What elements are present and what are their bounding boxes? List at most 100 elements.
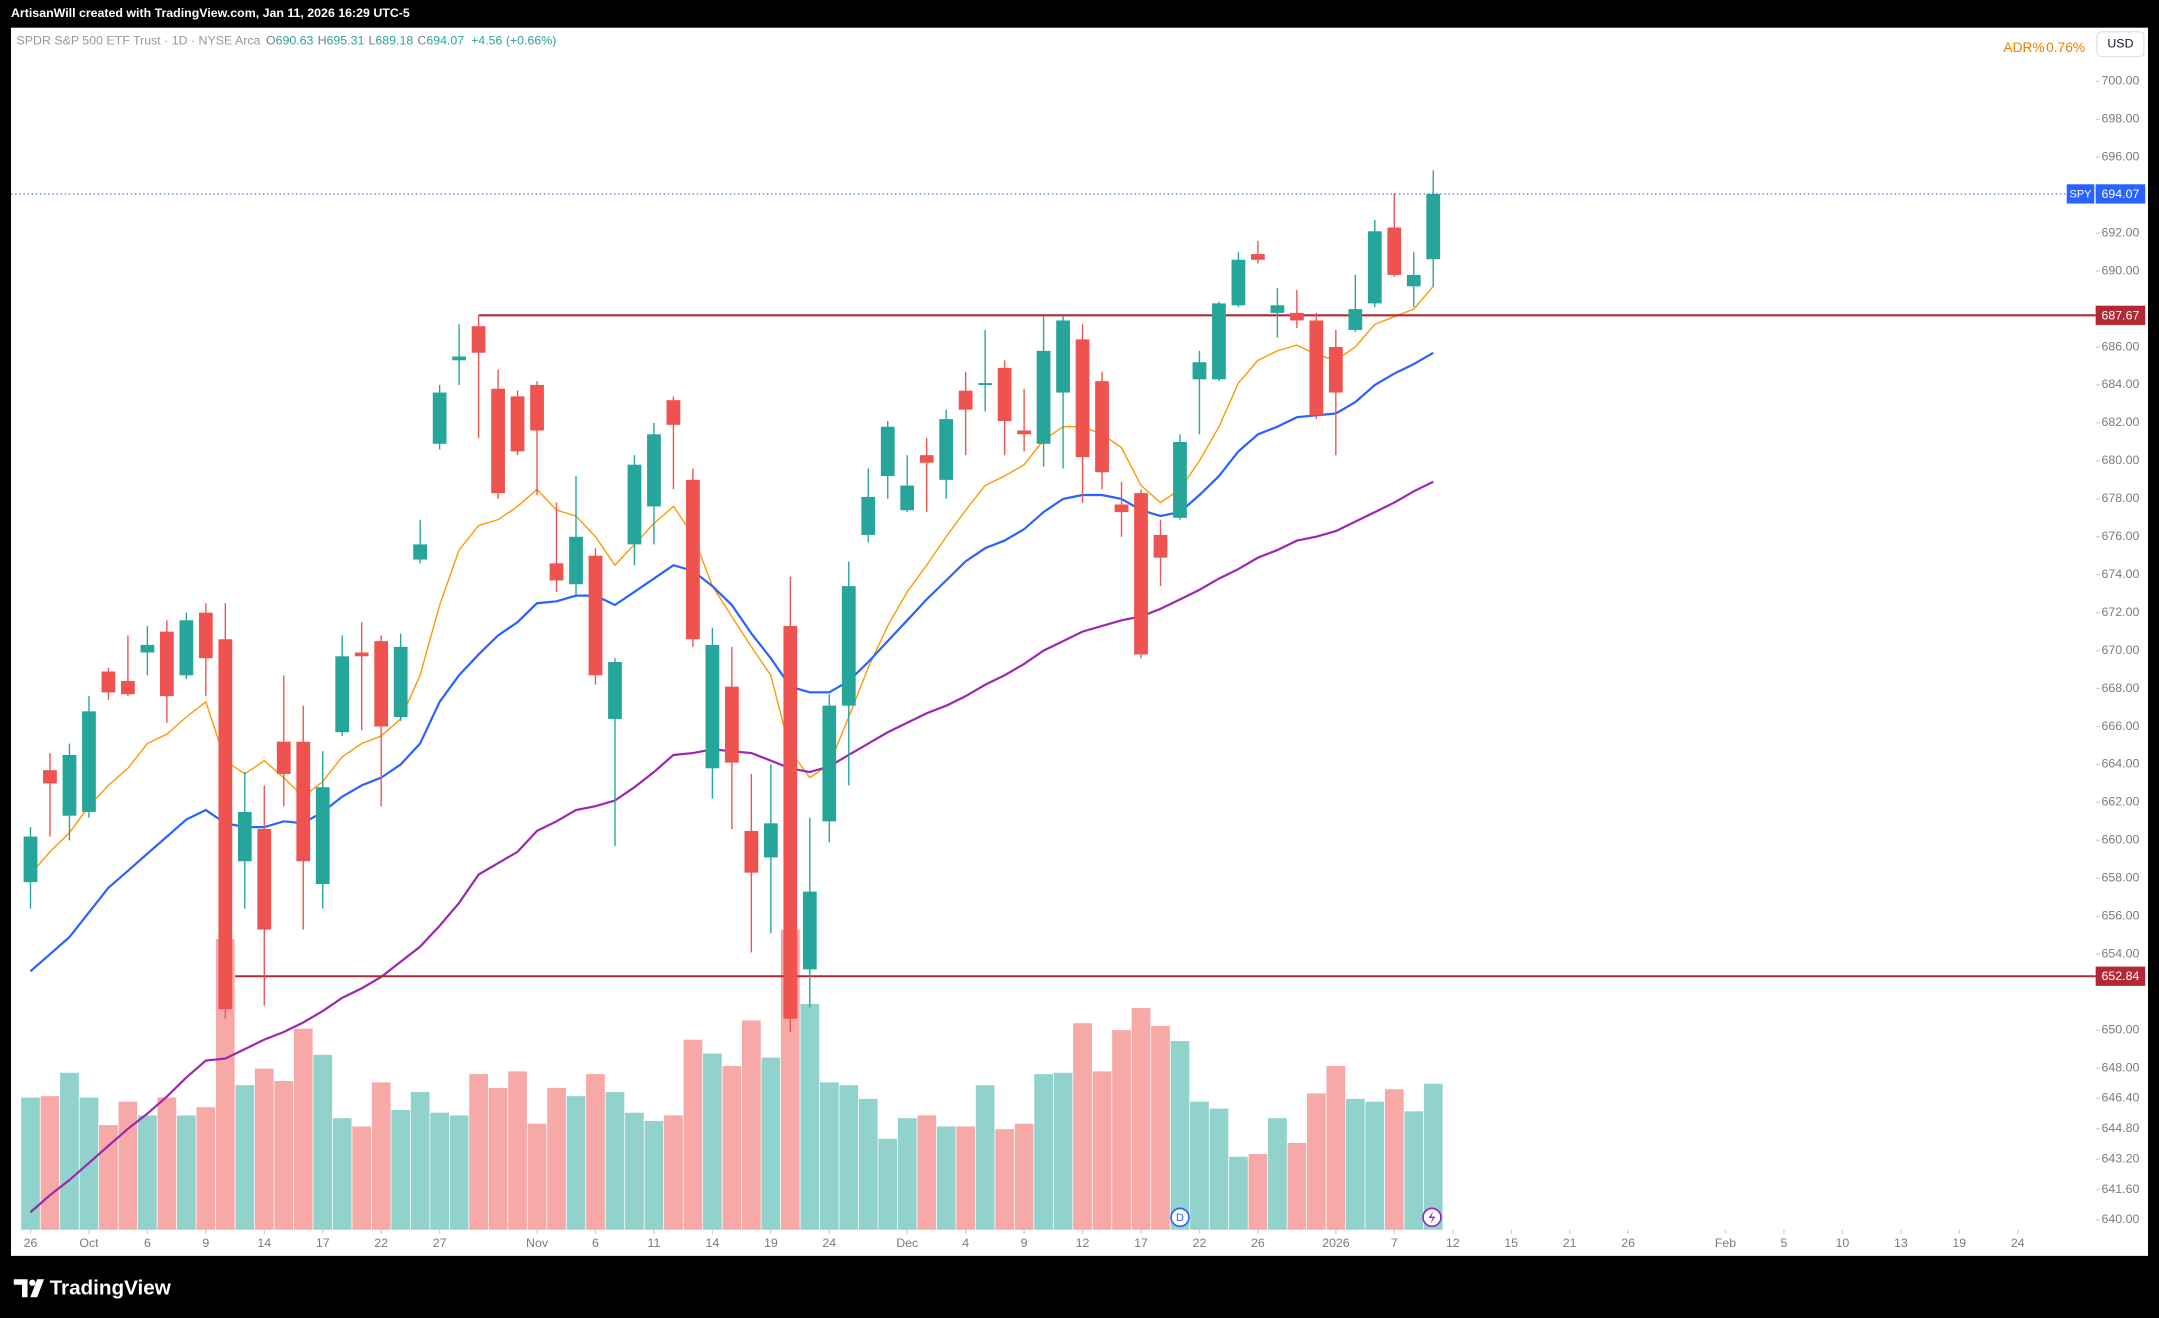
x-tick-label: 26 (1621, 1236, 1635, 1250)
y-tick-label: 648.00 (2102, 1060, 2140, 1074)
event-icon (1428, 1211, 1436, 1224)
candle-body (198, 612, 213, 659)
volume-bar (917, 1115, 937, 1230)
volume-bar (897, 1118, 917, 1230)
candle-body (1367, 231, 1382, 304)
ohlc-value: 689.18 (375, 34, 413, 48)
volume-bar (1345, 1098, 1365, 1230)
dividend-marker[interactable] (1170, 1207, 1190, 1228)
candle-body (647, 434, 661, 507)
candle-body (744, 830, 759, 873)
volume-bar (60, 1072, 79, 1230)
candle-body (62, 754, 77, 816)
candle-body (1017, 430, 1031, 435)
last-price-box (2095, 184, 2146, 204)
volume-bar (293, 1028, 313, 1230)
ohlc-key: H (318, 34, 327, 48)
candle-body (939, 419, 954, 480)
candle-body (335, 656, 350, 733)
x-tick-label: Feb (1715, 1236, 1736, 1250)
volume-bar (1326, 1065, 1346, 1230)
volume-bar (21, 1097, 40, 1230)
candle-body (1153, 534, 1168, 558)
x-tick-label: 14 (257, 1236, 271, 1250)
volume-bar (625, 1112, 644, 1230)
x-tick-label: 26 (24, 1236, 38, 1250)
y-tick-label: 678.00 (2102, 491, 2140, 505)
y-tick-label: 646.40 (2102, 1091, 2140, 1105)
x-tick-label: 4 (962, 1236, 969, 1250)
x-tick-label: 12 (1076, 1236, 1090, 1250)
volume-bar (1287, 1142, 1307, 1230)
candle-body (1036, 350, 1051, 444)
volume-bar (1268, 1118, 1287, 1230)
candle-body (978, 383, 993, 385)
volume-bar (1248, 1154, 1268, 1230)
volume-bar (215, 939, 235, 1230)
y-tick-label: 670.00 (2102, 643, 2140, 657)
volume-bar (722, 1065, 742, 1230)
x-tick-label: 9 (202, 1236, 209, 1250)
candle-body (1212, 303, 1226, 380)
x-tick-label: 11 (648, 1236, 661, 1250)
level-label: 687.67 (2102, 308, 2140, 322)
y-tick-label: 690.00 (2102, 263, 2140, 277)
tv-logo (13, 1279, 45, 1298)
y-tick-label: 680.00 (2102, 453, 2140, 467)
volume-bar (1073, 1023, 1092, 1230)
candle-body (257, 828, 272, 930)
candle-body (763, 823, 778, 858)
volume-bar (40, 1096, 60, 1230)
volume-bar (391, 1109, 411, 1230)
y-tick-label: 684.00 (2102, 377, 2140, 391)
candle-body (1251, 254, 1265, 260)
x-tick-label: 14 (706, 1236, 720, 1250)
y-tick-label: 643.20 (2102, 1151, 2140, 1165)
y-tick-label: 676.00 (2102, 529, 2140, 543)
candle-body (958, 390, 973, 410)
volume-bar (644, 1120, 664, 1230)
volume-bar (839, 1085, 859, 1230)
candle-body (880, 426, 895, 477)
volume-bar (936, 1126, 956, 1230)
adr-value: 0.76% (2046, 40, 2085, 55)
volume-bar (547, 1087, 566, 1230)
y-tick-label: 686.00 (2102, 339, 2140, 353)
adr-label: ADR% (2003, 40, 2044, 55)
candle-body (393, 646, 408, 718)
y-tick-label: 696.00 (2102, 150, 2140, 164)
level-label-box (2095, 966, 2146, 986)
volume-bar (1053, 1072, 1073, 1230)
candle-body (822, 705, 837, 822)
y-tick-label: 674.00 (2102, 567, 2140, 581)
x-tick-label: 7 (1391, 1236, 1398, 1250)
candle-body (374, 641, 389, 727)
volume-bar (1229, 1156, 1248, 1230)
candle-body (802, 891, 817, 970)
volume-bar (741, 1020, 761, 1230)
x-tick-label: 17 (316, 1236, 330, 1250)
candle-body (1270, 305, 1285, 313)
x-tick-label: 2026 (1322, 1236, 1350, 1250)
y-tick-label: 672.00 (2102, 605, 2140, 619)
currency-box[interactable] (2096, 31, 2145, 58)
x-tick-label: 17 (1134, 1236, 1148, 1250)
candle-body (237, 811, 252, 862)
level-label: 652.84 (2102, 969, 2140, 983)
volume-bar (1209, 1108, 1229, 1230)
instrument: SPDR S&P 500 ETF Trust · 1D · NYSE Arca (17, 34, 261, 48)
x-tick-label: 22 (374, 1236, 388, 1250)
volume-bar (332, 1118, 352, 1230)
candle-body (724, 686, 739, 763)
candle-body (1426, 193, 1441, 260)
dividend-marker-text[interactable]: D (1176, 1212, 1184, 1224)
volume-bar (586, 1074, 605, 1230)
x-tick-label: 26 (1251, 1236, 1265, 1250)
currency[interactable]: USD (2107, 36, 2133, 50)
logo-mark (29, 1279, 36, 1286)
ohlc-value: 695.31 (327, 34, 365, 48)
candle-body (491, 388, 505, 494)
level-label-box (2095, 305, 2146, 325)
volume-bar (761, 1057, 781, 1230)
